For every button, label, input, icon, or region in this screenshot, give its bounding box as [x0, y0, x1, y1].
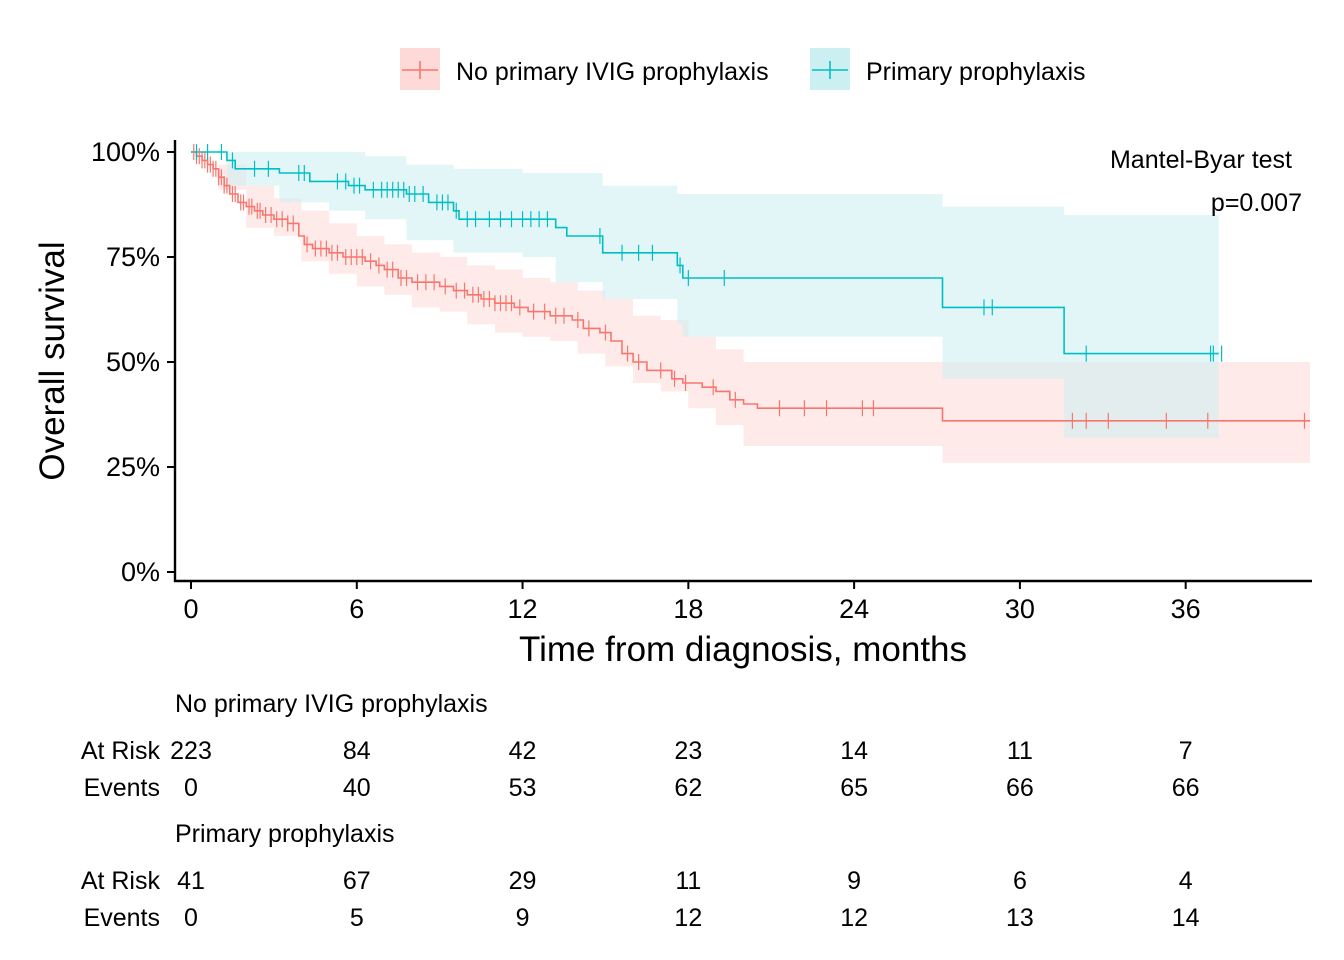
- risk-table-cell: 11: [1007, 737, 1033, 765]
- risk-table-cell: 14: [1172, 904, 1200, 932]
- x-tick-label: 12: [508, 594, 538, 624]
- legend: No primary IVIG prophylaxis Primary prop…: [400, 48, 1086, 90]
- risk-table-cell: 9: [847, 867, 861, 895]
- risk-table-cell: 23: [674, 737, 702, 765]
- risk-table-cell: 67: [343, 867, 371, 895]
- y-tick-label: 0%: [121, 557, 160, 587]
- risk-table-cell: 0: [184, 774, 198, 802]
- risk-table-cell: 62: [674, 774, 702, 802]
- y-axis-ticks: 0% 25% 50% 75% 100%: [91, 137, 175, 587]
- risk-table-cell: 11: [675, 867, 701, 895]
- test-name-annotation: Mantel-Byar test: [1110, 146, 1292, 174]
- x-axis-ticks: 0 6 12 18 24 30 36: [183, 581, 1201, 624]
- risk-table-cell: 12: [840, 904, 868, 932]
- censor-marks: [193, 144, 1306, 429]
- ci-band-primary-prophylaxis: [191, 152, 1219, 438]
- legend-item-no-prophylaxis: No primary IVIG prophylaxis: [400, 48, 769, 90]
- confidence-bands: [191, 152, 1310, 463]
- risk-table-cell: 66: [1172, 774, 1200, 802]
- risk-row-label-at-risk: At Risk: [81, 867, 161, 895]
- risk-table-cell: 84: [343, 737, 371, 765]
- risk-table-cell: 29: [509, 867, 537, 895]
- risk-table-cell: 65: [840, 774, 868, 802]
- risk-row-label-at-risk: At Risk: [81, 737, 161, 765]
- risk-table-cell: 5: [350, 904, 364, 932]
- survival-curve-primary-prophylaxis: [191, 151, 1219, 355]
- y-tick-label: 25%: [106, 452, 160, 482]
- risk-table-cell: 7: [1179, 737, 1193, 765]
- x-tick-label: 6: [349, 594, 364, 624]
- legend-item-primary-prophylaxis: Primary prophylaxis: [810, 48, 1086, 90]
- risk-table-cell: 66: [1006, 774, 1034, 802]
- risk-table-cell: 13: [1006, 904, 1034, 932]
- risk-row-label-events: Events: [84, 774, 160, 802]
- risk-table-title-primary-prophylaxis: Primary prophylaxis: [175, 820, 395, 848]
- legend-label-primary-prophylaxis: Primary prophylaxis: [866, 58, 1086, 86]
- risk-table-cell: 0: [184, 904, 198, 932]
- x-axis-title: Time from diagnosis, months: [519, 630, 967, 669]
- risk-table-cell: 6: [1013, 867, 1027, 895]
- risk-table-cell: 53: [509, 774, 537, 802]
- risk-row-at-risk-primary-prophylaxis: 41 67 29 11 9 6 4: [177, 867, 1193, 895]
- legend-label-no-prophylaxis: No primary IVIG prophylaxis: [456, 58, 769, 86]
- x-tick-label: 30: [1005, 594, 1035, 624]
- x-tick-label: 18: [673, 594, 703, 624]
- risk-row-label-events: Events: [84, 904, 160, 932]
- x-tick-label: 36: [1171, 594, 1201, 624]
- x-tick-label: 0: [183, 594, 198, 624]
- risk-table-cell: 40: [343, 774, 371, 802]
- risk-table-cell: 12: [674, 904, 702, 932]
- risk-row-at-risk-no-prophylaxis: 223 84 42 23 14 11 7: [170, 737, 1192, 765]
- ci-band-no-prophylaxis: [191, 152, 1310, 463]
- y-tick-label: 100%: [91, 137, 160, 167]
- y-tick-label: 50%: [106, 347, 160, 377]
- risk-table-title-no-prophylaxis: No primary IVIG prophylaxis: [175, 690, 488, 718]
- y-tick-label: 75%: [106, 242, 160, 272]
- risk-table-cell: 223: [170, 737, 212, 765]
- risk-row-events-no-prophylaxis: 0 40 53 62 65 66 66: [184, 774, 1200, 802]
- risk-table: No primary IVIG prophylaxis At Risk Even…: [81, 690, 1200, 932]
- risk-row-events-primary-prophylaxis: 0 5 9 12 12 13 14: [184, 904, 1200, 932]
- y-axis-title: Overall survival: [33, 241, 72, 480]
- p-value-annotation: p=0.007: [1211, 189, 1302, 217]
- x-tick-label: 24: [839, 594, 869, 624]
- risk-table-cell: 4: [1179, 867, 1193, 895]
- risk-table-cell: 14: [840, 737, 868, 765]
- risk-table-cell: 42: [509, 737, 537, 765]
- risk-table-cell: 41: [177, 867, 205, 895]
- risk-table-cell: 9: [516, 904, 530, 932]
